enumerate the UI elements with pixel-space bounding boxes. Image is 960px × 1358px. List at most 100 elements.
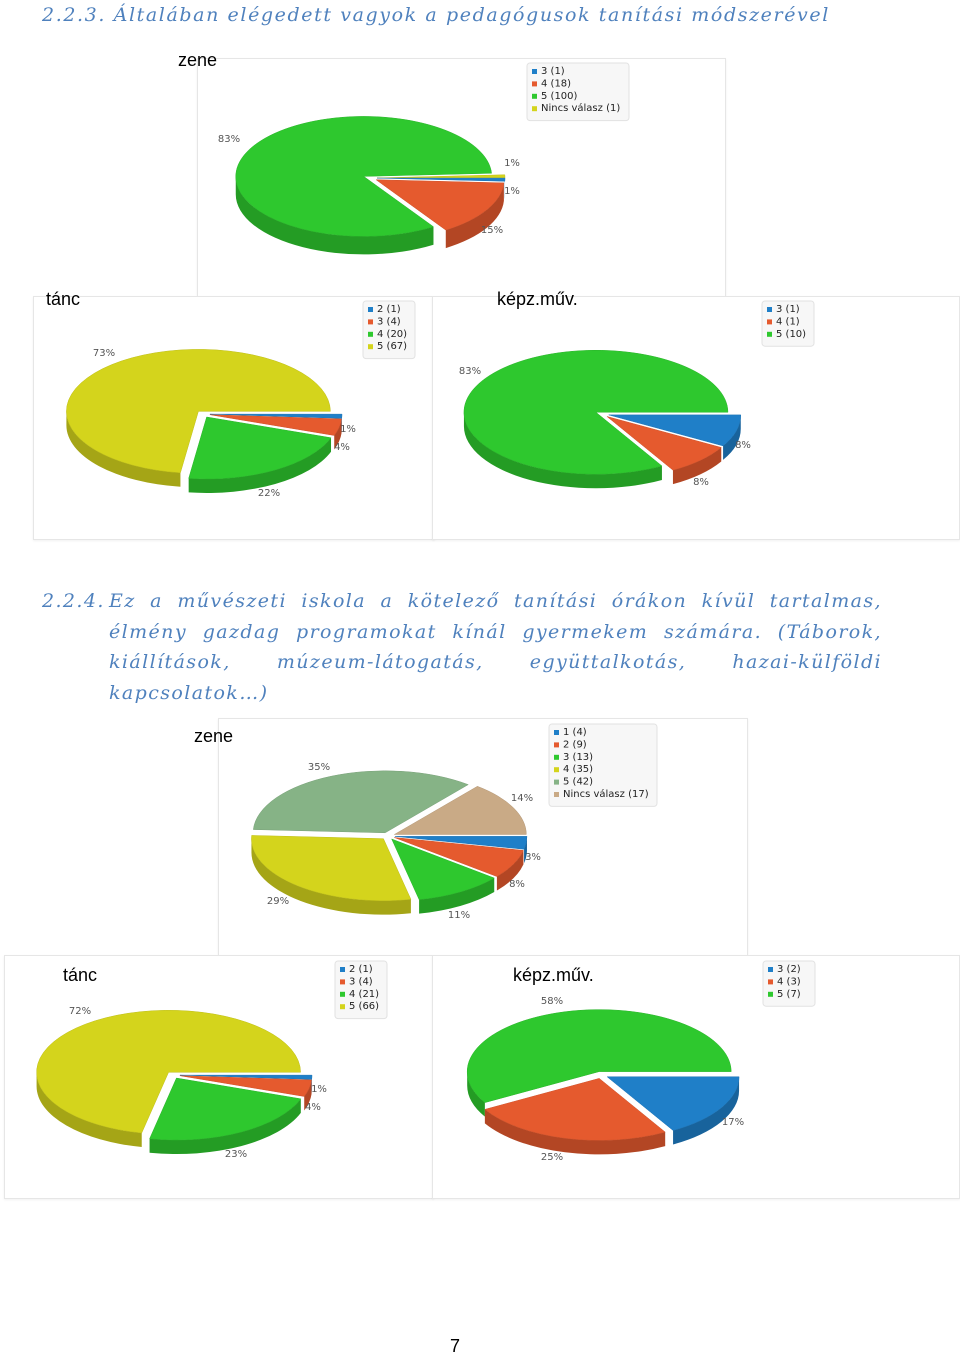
legend-entry-s1_tanc-1: 3 (4) <box>377 316 401 327</box>
legend-entry-s1_kepz-0: 3 (1) <box>776 304 800 315</box>
legend-swatch <box>532 69 537 74</box>
pie-slice-top <box>251 835 412 901</box>
pie-slice-top <box>375 179 505 231</box>
pie-label-s1_tanc-2: 22% <box>258 488 280 499</box>
pie-slice-side <box>672 447 722 485</box>
legend-entry-s1_kepz-2: 5 (10) <box>776 329 806 340</box>
pie-slice-side <box>463 412 662 489</box>
legend-box <box>334 960 388 1020</box>
pie-label-s1_tanc-0: 1% <box>340 424 356 435</box>
legend-swatch <box>368 331 373 337</box>
legend-entry-s1_tanc-2: 4 (20) <box>377 329 407 340</box>
pie-label-s2_zene-1: 8% <box>509 879 525 890</box>
legend-swatch <box>554 754 559 760</box>
pie-slice-s2_zene-3 <box>251 835 412 915</box>
pie-slice-s1_tanc-0 <box>209 413 343 433</box>
pie-label-s1_kepz-0: 8% <box>735 440 751 451</box>
pie-slice-side <box>188 437 332 493</box>
legend-entry-s1_zene-3: Nincs válasz (1) <box>541 102 620 114</box>
pie-slice-top <box>36 1010 301 1134</box>
legend-swatch <box>767 331 772 337</box>
section-number: 2.2.3. <box>42 4 106 26</box>
pie-slice-s2_tanc-2 <box>149 1077 302 1155</box>
legend-entry-s2_zene-0: 1 (4) <box>563 727 587 738</box>
pie-slice-side <box>484 1109 666 1155</box>
legend-box <box>761 300 815 347</box>
pie-label-s2_zene-2: 11% <box>448 910 470 921</box>
legend-swatch <box>340 967 345 972</box>
pie-slice-top <box>235 116 492 237</box>
legend-swatch <box>554 767 559 773</box>
legend-entry-s2_tanc-1: 3 (4) <box>349 976 373 987</box>
legend-swatch <box>340 991 345 997</box>
section-text: Ez a művészeti iskola a kötelező tanítás… <box>109 590 882 704</box>
legend-swatch <box>532 81 537 87</box>
legend-swatch <box>368 319 373 325</box>
section-title: Általában elégedett vagyok a pedagógusok… <box>113 4 830 26</box>
legend-swatch <box>368 307 373 312</box>
chart-title-s2-tanc: tánc <box>63 965 98 985</box>
legend-entry-s2_tanc-3: 5 (66) <box>349 1001 379 1012</box>
pie-slice-top <box>253 770 469 834</box>
pie-label-s2_tanc-2: 23% <box>225 1149 247 1160</box>
pie-slice-side <box>304 1079 312 1111</box>
legend-entry-s2_zene-4: 5 (42) <box>563 777 593 788</box>
pie-slice-s1_tanc-3 <box>66 349 331 487</box>
pie-slice-s1_kepz-0 <box>608 414 742 460</box>
pie-slice-s1_zene-2 <box>235 116 492 255</box>
pie-slice-s2_zene-4 <box>253 770 469 834</box>
legend-box <box>526 62 630 122</box>
legend-entry-s1_tanc-0: 2 (1) <box>377 304 401 315</box>
section-number: 2.2.4. <box>42 590 105 612</box>
pie-slice-top <box>394 836 528 850</box>
chart-title-s1-tanc: tánc <box>46 289 81 309</box>
pie-slice-side <box>334 418 342 450</box>
pie-label-s2_zene-5: 14% <box>511 793 533 804</box>
pie-slice-s2_zene-2 <box>391 838 495 914</box>
pie-slice-top <box>391 838 495 900</box>
pie-slice-s2_zene-5 <box>393 786 527 835</box>
pie-slice-side <box>251 838 411 915</box>
legend-swatch <box>768 991 773 997</box>
pie-slice-side <box>235 176 434 255</box>
pie-slice-s1_zene-0 <box>376 177 506 200</box>
section-paragraph-2-2-4: 2.2.4. Ez a művészeti iskola a kötelező … <box>42 586 882 708</box>
legend-box <box>762 960 816 1007</box>
legend-box <box>362 300 416 360</box>
pie-label-s2_zene-0: 3% <box>525 852 541 863</box>
pie-slice-side <box>445 182 504 249</box>
pie-slice-s1_tanc-2 <box>188 416 332 493</box>
legend-swatch <box>767 319 772 325</box>
pie-label-s2_tanc-3: 72% <box>69 1006 91 1017</box>
pie-label-s1_tanc-3: 73% <box>93 348 115 359</box>
legend-swatch <box>767 307 772 312</box>
pie-slice-side <box>673 1076 740 1145</box>
pie-slice-s2_tanc-1 <box>179 1075 312 1111</box>
legend-swatch <box>532 93 537 99</box>
pie-label-s1_zene-2: 83% <box>218 134 240 145</box>
pie-slice-top <box>608 414 742 447</box>
pie-slice-s2_tanc-0 <box>179 1074 313 1094</box>
pie-label-s1_zene-0: 1% <box>504 158 520 169</box>
chart-title-s1-kepz: képz.műv. <box>497 289 578 309</box>
pie-label-s1_tanc-1: 4% <box>334 442 350 453</box>
chart-title-s2-kepz: képz.műv. <box>513 965 594 985</box>
pie-label-s1_zene-1: 15% <box>481 225 503 236</box>
chart-title-s2-zene: zene <box>194 726 234 746</box>
legend-swatch <box>368 344 373 350</box>
legend-entry-s2_kepz-0: 3 (2) <box>777 964 801 975</box>
pie-slice-top <box>606 1076 740 1131</box>
legend-entry-s2_tanc-0: 2 (1) <box>349 964 373 975</box>
pie-slice-top <box>606 416 722 471</box>
legend-swatch <box>554 730 559 735</box>
pie-slice-s2_zene-0 <box>394 836 528 864</box>
pie-slice-top <box>394 837 524 877</box>
chart-title-s1-zene: zene <box>178 50 218 70</box>
legend-swatch <box>768 979 773 985</box>
legend-s2_kepz: 3 (2)4 (3) 5 (7) <box>762 960 816 1007</box>
legend-box <box>548 723 658 807</box>
pie-slice-s1_kepz-1 <box>606 416 722 485</box>
